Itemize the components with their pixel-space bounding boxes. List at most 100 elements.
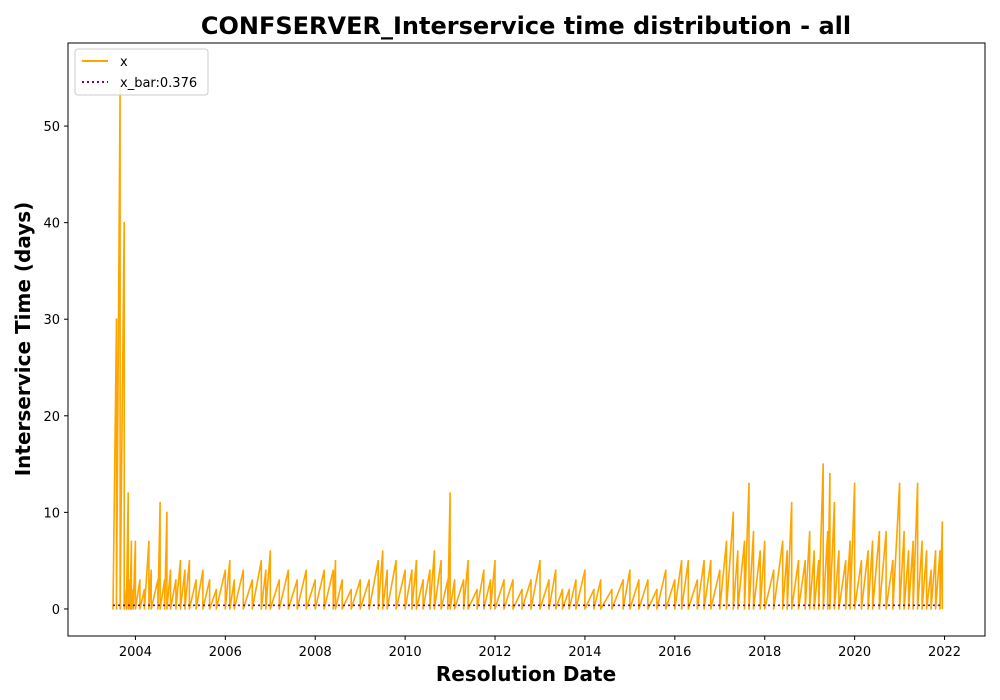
data-point-x [184,569,186,572]
data-point-x [404,569,406,572]
data-point-x [462,579,465,581]
data-point-x [539,559,541,562]
data-point-x [447,579,449,581]
data-point-x [483,569,485,572]
data-point-x [323,569,326,572]
data-point-x [907,550,910,552]
data-point-x [305,569,308,572]
x-tick-label: 2018 [748,645,781,660]
data-point-x [278,579,281,581]
data-point-x [129,579,131,581]
y-tick-label: 0 [52,603,60,618]
data-point-x [386,569,389,572]
data-point-x [188,559,191,562]
x-tick-label: 2014 [568,645,601,660]
data-point-x [548,579,550,581]
data-point-x [453,579,456,581]
data-point-x [568,588,570,591]
data-point-x [415,559,418,562]
data-point-x [554,569,557,572]
data-point-x [208,579,211,581]
data-point-x [892,559,894,562]
data-point-x [157,579,159,581]
data-point-x [395,559,397,562]
data-point-x [521,588,523,591]
data-point-x [476,588,478,591]
data-point-x [813,550,815,552]
data-point-x [215,588,218,591]
series-layer [112,86,944,610]
data-point-x [833,501,836,504]
data-point-x [134,540,137,543]
data-point-x [429,569,431,572]
data-point-x [175,579,177,581]
data-point-x [849,540,851,543]
data-point-x [680,559,683,562]
data-point-x [719,569,721,572]
legend-box [74,48,209,96]
y-tick-label: 50 [43,120,60,135]
x-tick-label: 2020 [838,645,871,660]
data-point-x [748,482,750,485]
data-point-x [584,569,586,572]
data-point-x [599,579,602,581]
data-point-x [287,569,290,572]
data-point-x [350,588,353,591]
data-point-x [629,569,631,572]
data-point-x [242,569,245,572]
data-point-x [112,608,114,610]
data-point-x [638,579,640,581]
data-point-x [781,540,784,543]
data-point-x [759,550,761,552]
y-tick-label: 10 [43,506,60,521]
data-point-x [139,579,141,581]
data-point-x [786,550,788,552]
y-tick-label: 20 [43,410,60,425]
data-point-x [871,540,874,543]
data-point-x [169,569,172,572]
data-point-x [334,559,337,562]
y-axis: 0 10 20 30 40 50 [43,120,68,618]
data-point-x [125,588,128,591]
x-tick-label: 2006 [209,645,242,660]
data-point-x [512,579,514,581]
y-tick-label: 30 [43,313,60,328]
data-point-x [359,579,362,581]
data-point-x [817,559,820,562]
data-point-x [561,588,564,591]
data-point-x [575,579,577,581]
data-point-x [449,492,451,494]
data-point-x [467,559,469,562]
data-point-x [143,588,146,591]
data-point-x [725,540,728,543]
data-point-x [808,530,811,533]
data-point-x [732,511,735,514]
data-point-x [229,559,231,562]
data-point-x [195,579,197,581]
data-point-x [743,540,746,543]
data-point-x [314,579,317,581]
data-point-x [269,550,272,552]
data-point-x [703,559,705,562]
data-point-x [440,559,442,562]
data-point-x [930,569,932,572]
data-point-x [804,559,806,562]
data-point-x [368,579,371,581]
x-tick-label: 2010 [389,645,422,660]
data-point-x [611,588,613,591]
data-point-x [260,559,263,562]
data-point-x [233,579,236,581]
data-point-x [822,463,824,465]
x-axis-label: Resolution Date [436,662,616,686]
data-point-x [332,569,335,572]
data-point-x [925,550,928,552]
x-tick-label: 2008 [299,645,332,660]
data-point-x [772,569,775,572]
data-point-x [265,569,267,572]
data-point-x [163,579,166,581]
data-point-x [179,559,182,562]
x-axis: 2004 2006 2008 2010 2012 2014 2016 2018 2020 2022 [119,636,961,660]
data-point-x [411,569,413,572]
legend-label-x: x [120,55,128,70]
